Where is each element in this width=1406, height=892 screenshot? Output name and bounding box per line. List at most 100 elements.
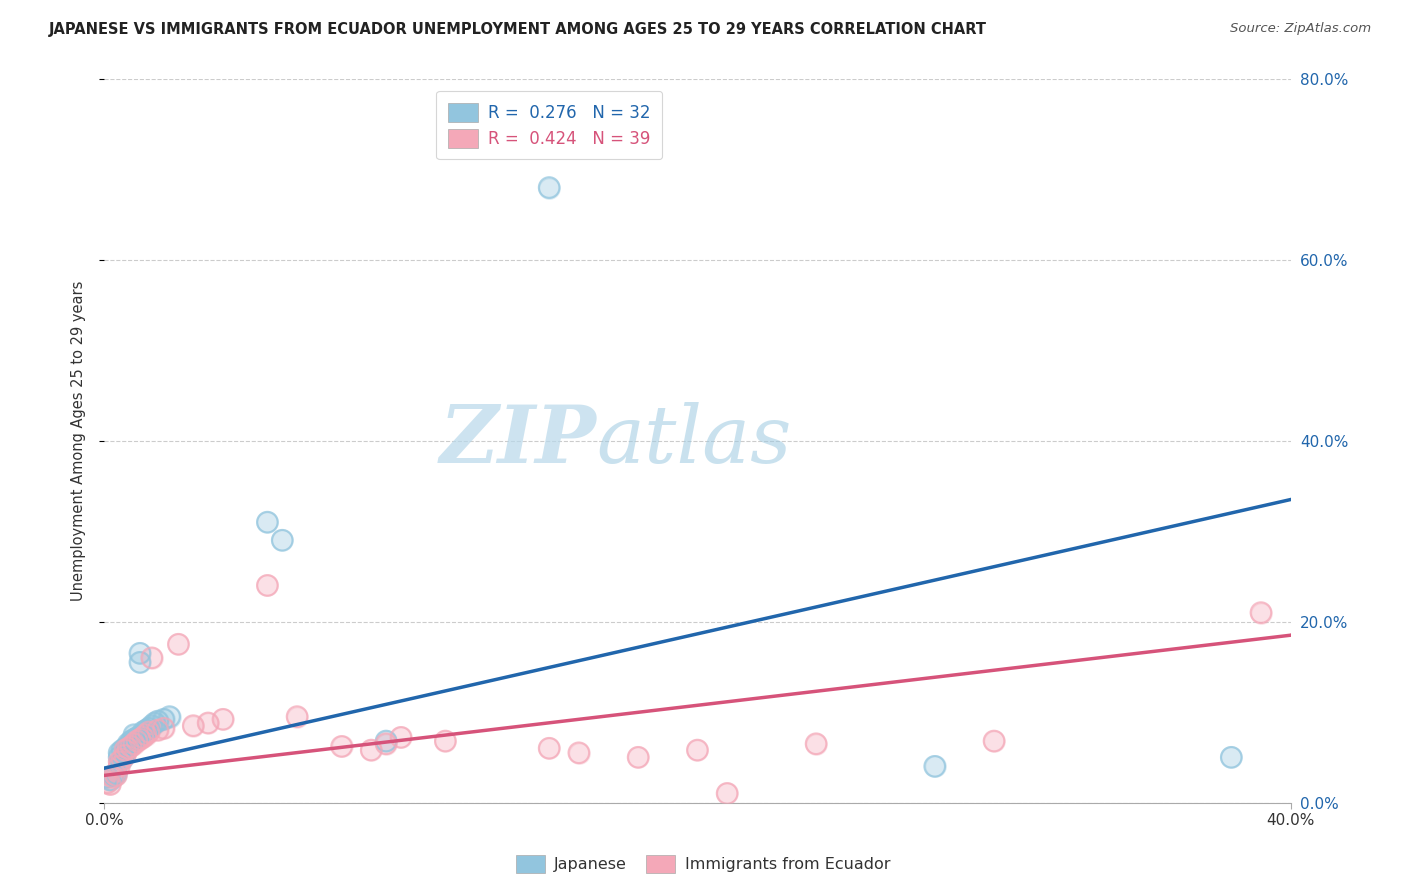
Point xyxy=(152,712,174,726)
Point xyxy=(111,752,134,766)
Text: Source: ZipAtlas.com: Source: ZipAtlas.com xyxy=(1230,22,1371,36)
Point xyxy=(98,772,121,787)
Point xyxy=(108,759,131,773)
Point xyxy=(627,750,650,764)
Point xyxy=(1250,606,1272,620)
Point xyxy=(114,748,136,763)
Point xyxy=(538,741,561,756)
Point xyxy=(132,725,155,739)
Point xyxy=(128,656,150,670)
Point xyxy=(111,743,134,757)
Point xyxy=(96,775,118,789)
Point xyxy=(256,578,278,592)
Point xyxy=(924,759,946,773)
Text: JAPANESE VS IMMIGRANTS FROM ECUADOR UNEMPLOYMENT AMONG AGES 25 TO 29 YEARS CORRE: JAPANESE VS IMMIGRANTS FROM ECUADOR UNEM… xyxy=(49,22,987,37)
Point xyxy=(122,728,145,742)
Point xyxy=(125,734,148,748)
Point xyxy=(141,719,163,733)
Point xyxy=(120,739,142,754)
Point xyxy=(804,737,827,751)
Point xyxy=(111,752,134,766)
Point xyxy=(167,637,190,651)
Point xyxy=(122,728,145,742)
Point xyxy=(108,746,131,760)
Point xyxy=(141,650,163,665)
Point xyxy=(159,709,181,723)
Point xyxy=(122,732,145,747)
Point xyxy=(114,746,136,760)
Point xyxy=(135,728,157,742)
Text: ZIP: ZIP xyxy=(440,402,596,480)
Point xyxy=(285,709,308,723)
Point xyxy=(627,750,650,764)
Point xyxy=(132,731,155,745)
Point xyxy=(111,752,134,766)
Point xyxy=(117,737,139,751)
Point xyxy=(256,515,278,529)
Point xyxy=(197,715,219,730)
Legend: R =  0.276   N = 32, R =  0.424   N = 39: R = 0.276 N = 32, R = 0.424 N = 39 xyxy=(436,91,662,160)
Point xyxy=(125,731,148,745)
Point xyxy=(167,637,190,651)
Y-axis label: Unemployment Among Ages 25 to 29 years: Unemployment Among Ages 25 to 29 years xyxy=(72,281,86,601)
Point xyxy=(256,515,278,529)
Point xyxy=(108,755,131,769)
Point xyxy=(135,723,157,738)
Point xyxy=(135,728,157,742)
Point xyxy=(138,725,160,739)
Point xyxy=(105,766,128,780)
Text: atlas: atlas xyxy=(596,402,792,480)
Point xyxy=(114,743,136,757)
Point xyxy=(105,768,128,782)
Point xyxy=(108,750,131,764)
Point xyxy=(360,743,382,757)
Point xyxy=(538,180,561,194)
Point xyxy=(128,732,150,747)
Point xyxy=(375,734,398,748)
Point xyxy=(143,715,166,730)
Point xyxy=(125,734,148,748)
Point xyxy=(141,719,163,733)
Point xyxy=(686,743,709,757)
Point xyxy=(389,731,412,745)
Point xyxy=(98,772,121,787)
Point xyxy=(105,768,128,782)
Point xyxy=(108,750,131,764)
Point xyxy=(716,787,738,801)
Point xyxy=(138,725,160,739)
Point xyxy=(389,731,412,745)
Point xyxy=(120,739,142,754)
Point xyxy=(568,746,591,760)
Point xyxy=(159,709,181,723)
Point xyxy=(96,775,118,789)
Point xyxy=(375,737,398,751)
Point xyxy=(804,737,827,751)
Point xyxy=(924,759,946,773)
Point xyxy=(375,734,398,748)
Point xyxy=(434,734,457,748)
Point xyxy=(983,734,1005,748)
Point xyxy=(568,746,591,760)
Point xyxy=(132,731,155,745)
Point xyxy=(285,709,308,723)
Point xyxy=(103,768,125,782)
Point xyxy=(114,743,136,757)
Point xyxy=(330,739,353,754)
Point xyxy=(122,732,145,747)
Point xyxy=(375,737,398,751)
Point xyxy=(138,722,160,736)
Point xyxy=(117,741,139,756)
Point xyxy=(108,755,131,769)
Point xyxy=(111,743,134,757)
Point xyxy=(152,722,174,736)
Point xyxy=(146,723,169,738)
Point xyxy=(135,723,157,738)
Point xyxy=(538,741,561,756)
Legend: Japanese, Immigrants from Ecuador: Japanese, Immigrants from Ecuador xyxy=(509,848,897,880)
Point xyxy=(108,759,131,773)
Point xyxy=(146,723,169,738)
Point xyxy=(983,734,1005,748)
Point xyxy=(686,743,709,757)
Point xyxy=(117,739,139,754)
Point xyxy=(330,739,353,754)
